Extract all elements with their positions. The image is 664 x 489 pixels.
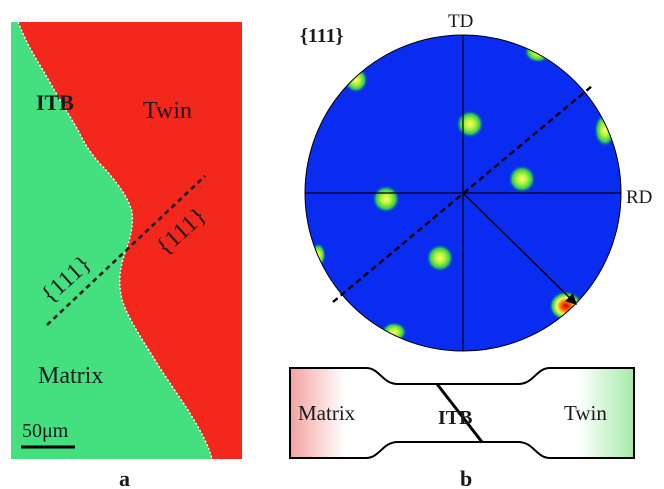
panel-b: {111} TD RD Matrix ITB Twin b xyxy=(289,11,652,489)
scale-bar-label: 50μm xyxy=(22,420,69,442)
trace-line-111 xyxy=(46,175,206,326)
pole-spot xyxy=(344,67,368,93)
twin-label: Twin xyxy=(143,98,192,124)
specimen-right-grip xyxy=(532,368,634,458)
matrix-label: Matrix xyxy=(38,363,103,389)
rd-label: RD xyxy=(626,187,652,208)
twin-region xyxy=(18,22,242,459)
pole-spot xyxy=(456,110,484,138)
trace-line-111 xyxy=(332,85,593,303)
panel-a: ITB Twin Matrix {111} {111} 50μm a xyxy=(11,21,242,489)
specimen-twin-label: Twin xyxy=(564,401,607,425)
itb-label: ITB xyxy=(36,90,74,115)
specimen-itb-label: ITB xyxy=(438,407,472,429)
panel-b-letter: b xyxy=(460,466,472,489)
loading-direction-arrow xyxy=(462,192,577,305)
specimen-schematic: Matrix ITB Twin xyxy=(289,367,635,459)
specimen-itb-line xyxy=(435,383,484,443)
twin-boundary xyxy=(17,21,213,460)
panel-a-letter: a xyxy=(119,466,130,489)
pole-figure-rim xyxy=(304,34,622,352)
pole-figure xyxy=(304,34,622,352)
td-label: TD xyxy=(448,11,473,32)
pole-spot xyxy=(508,165,536,193)
pole-spot xyxy=(372,185,400,213)
pole-figure-label: {111} xyxy=(300,25,344,47)
pole-hot-spot xyxy=(549,291,583,321)
specimen-outline xyxy=(289,367,635,459)
specimen-matrix-label: Matrix xyxy=(298,401,356,425)
specimen-left-grip xyxy=(290,368,390,458)
pole-spot xyxy=(426,244,454,272)
